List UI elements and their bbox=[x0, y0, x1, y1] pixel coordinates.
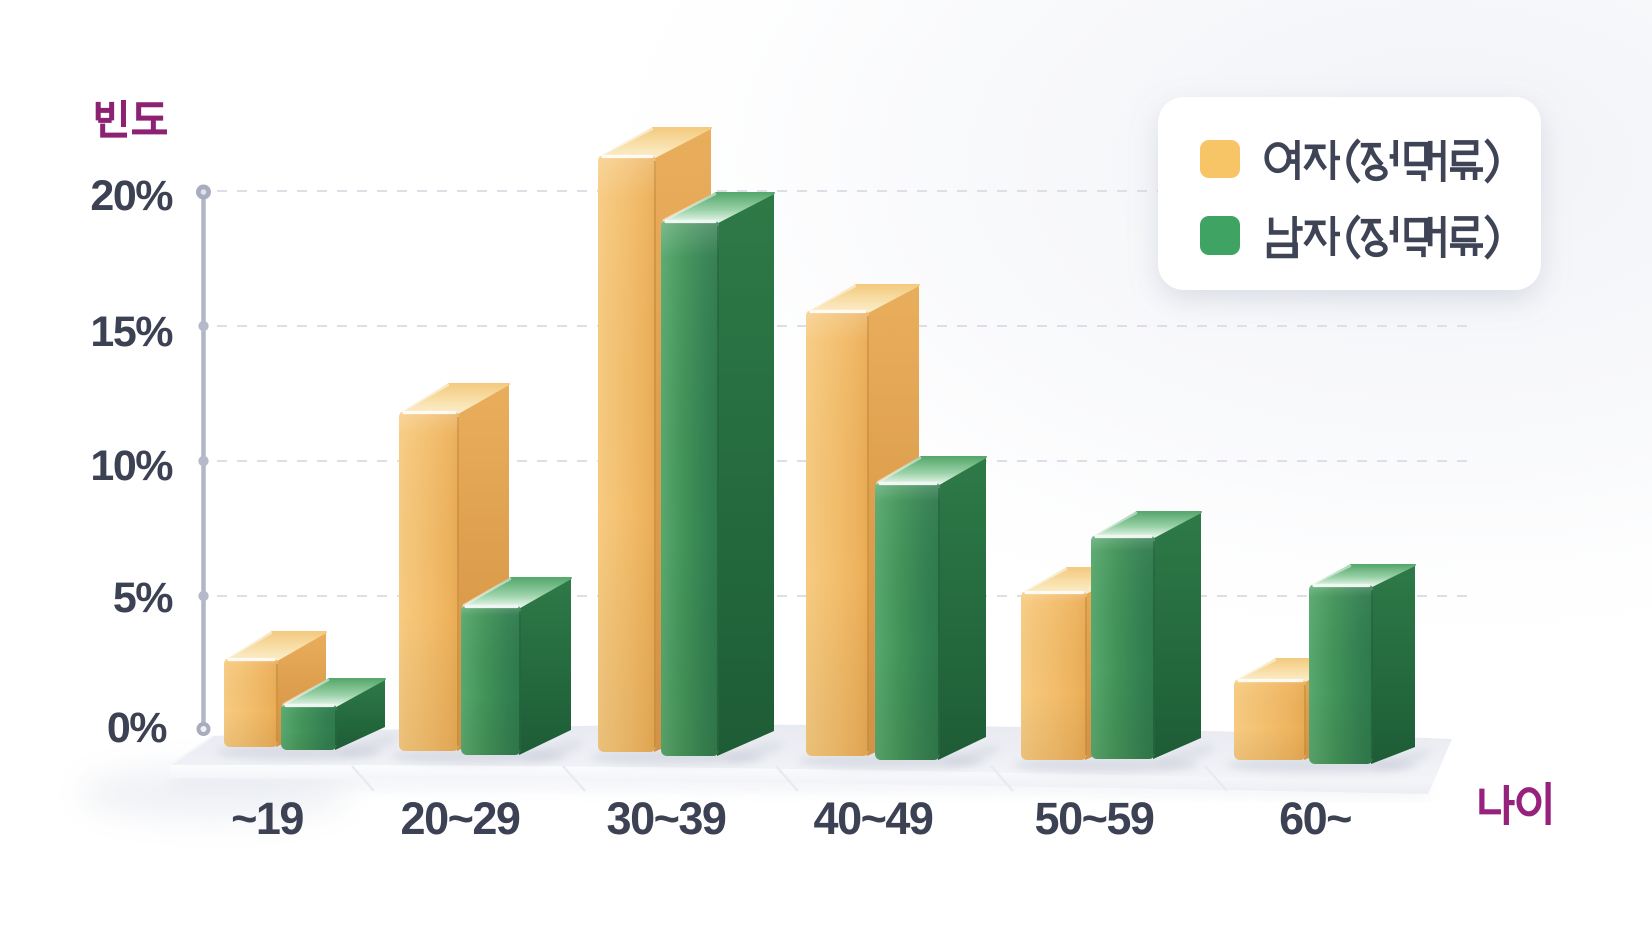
svg-text:0%: 0% bbox=[107, 704, 167, 752]
svg-text:~19: ~19 bbox=[231, 793, 303, 844]
svg-text:5%: 5% bbox=[113, 574, 173, 622]
svg-text:20~29: 20~29 bbox=[401, 793, 520, 844]
svg-text:30~39: 30~39 bbox=[607, 793, 726, 844]
svg-text:20%: 20% bbox=[90, 172, 173, 220]
svg-text:50~59: 50~59 bbox=[1035, 793, 1154, 844]
svg-text:10%: 10% bbox=[90, 442, 173, 490]
svg-text:40~49: 40~49 bbox=[814, 793, 933, 844]
svg-text:15%: 15% bbox=[90, 308, 173, 356]
svg-text:60~: 60~ bbox=[1279, 793, 1351, 844]
